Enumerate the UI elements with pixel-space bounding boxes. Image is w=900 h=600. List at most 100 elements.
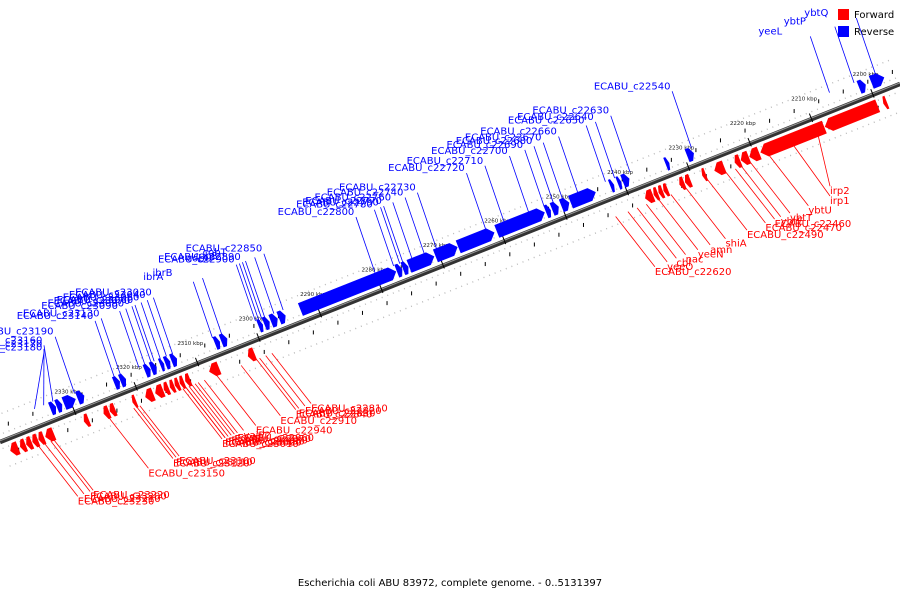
forward-gene-arrow (209, 361, 222, 377)
reverse-leader-line (125, 308, 146, 366)
forward-leader-line (793, 145, 831, 197)
forward-leader-line (768, 155, 809, 206)
reverse-gene-arrow (568, 188, 596, 209)
reverse-gene-label: ECABU_c22630 (532, 106, 609, 117)
reverse-gene-arrow (148, 361, 157, 376)
map-caption: Escherichia coli ABU 83972, complete gen… (297, 578, 603, 589)
reverse-gene-arrow (455, 228, 495, 254)
forward-gene-label: amn (710, 245, 732, 256)
reverse-leader-line (509, 155, 530, 213)
reverse-gene-label: ECABU_c22700 (431, 146, 508, 157)
reverse-gene-label: cobU (187, 253, 212, 264)
legend: Forward Reverse (838, 9, 894, 38)
reverse-leader-line (855, 17, 876, 75)
forward-gene-arrow (179, 375, 187, 389)
scale-tick-label: 2260 kbp (484, 219, 510, 225)
forward-gene-arrow (174, 377, 182, 391)
forward-leader-line (750, 162, 791, 214)
forward-gene-label: yeeN (698, 250, 724, 261)
scale-tick-label: 2290 kbp (300, 292, 326, 298)
forward-gene-label: ECABU_c23100 (179, 456, 256, 467)
forward-gene-label: ECABU_c22460 (775, 219, 852, 230)
reverse-gene-label: ECABU_c23030 (75, 288, 152, 299)
scale-tick-label: 2300 kbp (239, 316, 265, 322)
reverse-leader-line (524, 149, 545, 207)
reverse-gene-label: ECABU_c22730 (339, 183, 416, 194)
forward-gene-label: ECABU_c23150 (148, 468, 225, 479)
forward-gene-label: ECABU_c23120 (173, 458, 250, 469)
scale-tick-label: 2270 kbp (423, 243, 449, 249)
scale-tick (194, 357, 200, 367)
forward-gene-arrow (83, 413, 92, 427)
reverse-gene-label: ECABU_c23170 (0, 339, 42, 350)
scale-tick-label: 2230 kbp (668, 145, 694, 151)
reverse-leader-line (34, 352, 45, 409)
legend-reverse-label: Reverse (854, 27, 894, 38)
reverse-gene-arrow (543, 204, 552, 219)
forward-gene-label: ECABU_c23110 (176, 457, 253, 468)
scale-tick-label: 2210 kbp (791, 97, 817, 103)
reverse-gene-arrow (549, 201, 559, 216)
reverse-leader-line (235, 264, 256, 322)
reverse-gene-arrow (856, 79, 866, 94)
forward-gene-label: irp2 (830, 186, 850, 197)
forward-gene-label: ECABU_c22940 (256, 426, 333, 437)
forward-leader-line (53, 439, 94, 491)
scale-tick-label: 2280 kbp (362, 268, 388, 274)
reverse-gene-arrow (297, 267, 397, 316)
scale-tick (808, 113, 814, 123)
forward-gene-label: ECABU_c23210 (84, 494, 161, 505)
reverse-gene-label: ECABU_c22740 (327, 188, 404, 199)
forward-gene-label: ECABU_c23010 (222, 439, 299, 450)
forward-gene-label: nac (686, 255, 704, 266)
reverse-leader-line (392, 202, 413, 259)
reverse-gene-label: ECABU_c22800 (278, 207, 355, 218)
reverse-gene-arrow (212, 336, 221, 350)
reverse-leader-line (533, 146, 554, 203)
forward-gene-label: ECABU_c22470 (765, 223, 842, 234)
forward-gene-arrow (684, 173, 693, 188)
reverse-leader-line (383, 205, 404, 263)
forward-leader-line (670, 194, 711, 246)
forward-gene-arrow (760, 120, 827, 157)
forward-gene-label: ECABU_c22970 (234, 434, 311, 445)
forward-gene-label: irp1 (830, 196, 850, 207)
forward-gene-arrow (734, 154, 743, 168)
forward-gene-arrow (679, 176, 687, 191)
reverse-gene-label: ECABU_c22790 (302, 197, 379, 208)
forward-leader-line (817, 135, 831, 187)
forward-leader-line (197, 382, 238, 434)
reverse-gene-label: ECABU_c23190 (0, 327, 53, 338)
scale-tick (256, 333, 261, 342)
reverse-gene-label: ECABU_c23040 (69, 290, 146, 301)
reverse-gene-arrow (111, 376, 120, 390)
reverse-leader-line (610, 115, 631, 173)
forward-gene-label: cbl (676, 258, 691, 269)
reverse-gene-arrow (54, 399, 63, 413)
reverse-leader-line (202, 277, 223, 335)
forward-gene-label: ECABU_c22960 (237, 433, 314, 444)
forward-leader-line (191, 384, 232, 436)
reverse-leader-line (263, 253, 284, 311)
reverse-leader-line (466, 172, 487, 230)
reverse-leader-line (834, 26, 855, 84)
forward-gene-arrow (45, 427, 57, 442)
genome-backbone-highlight (0, 82, 900, 442)
forward-leader-line (50, 440, 91, 492)
forward-gene-arrow (109, 402, 118, 417)
scale-tick (870, 88, 875, 98)
forward-leader-line (615, 216, 656, 268)
forward-leader-line (265, 355, 306, 407)
reverse-gene-label: ECABU_c23140 (17, 311, 94, 322)
reverse-gene-label: ECABU_c23060 (57, 295, 134, 306)
reverse-gene-arrow (268, 313, 278, 328)
reverse-gene-label: ECABU_c22900 (158, 255, 235, 266)
reverse-gene-label: ECABU_c22770 (305, 196, 382, 207)
reverse-gene-label: cobT (203, 247, 228, 258)
forward-leader-line (256, 359, 297, 410)
reverse-leader-line (238, 263, 259, 320)
reverse-leader-line (43, 345, 54, 402)
scale-tick (686, 162, 691, 171)
forward-leader-line (38, 445, 79, 497)
